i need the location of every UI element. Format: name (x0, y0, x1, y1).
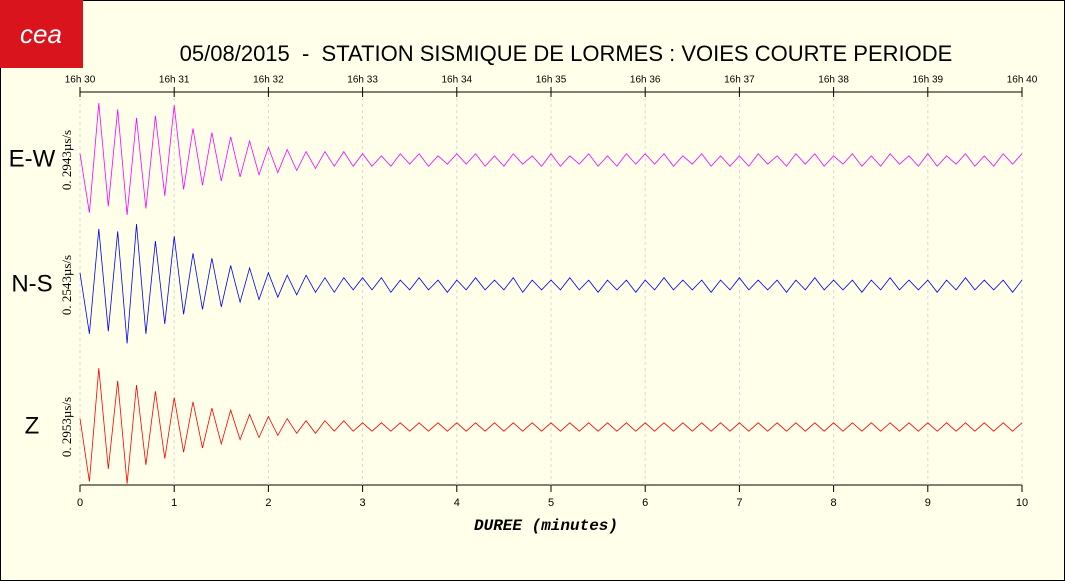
logo-text: cea (20, 19, 62, 49)
scale-label: 0. 2543µs/s (59, 255, 74, 315)
scale-label: 0. 2943µs/s (59, 130, 74, 190)
top-tick-label: 16h 33 (347, 75, 378, 86)
trace-name: N-S (11, 270, 52, 297)
trace (79, 223, 1023, 344)
x-tick-label: 9 (925, 497, 931, 509)
x-tick-label: 2 (265, 497, 271, 509)
trace (79, 368, 1023, 484)
x-tick-label: 5 (548, 497, 554, 509)
top-tick-label: 16h 31 (159, 75, 190, 86)
x-tick-label: 10 (1016, 497, 1028, 509)
x-tick-label: 7 (736, 497, 742, 509)
trace-name: Z (25, 412, 40, 439)
top-tick-label: 16h 34 (442, 75, 473, 86)
x-tick-label: 6 (642, 497, 648, 509)
top-tick-label: 16h 30 (65, 75, 96, 86)
top-tick-label: 16h 37 (724, 75, 755, 86)
top-tick-label: 16h 38 (818, 75, 849, 86)
logo-box (0, 0, 83, 68)
x-tick-label: 8 (831, 497, 837, 509)
top-tick-label: 16h 39 (913, 75, 944, 86)
x-tick-label: 1 (171, 497, 177, 509)
x-axis-title: DUREE (minutes) (474, 517, 618, 535)
chart-title: 05/08/2015 - STATION SISMIQUE DE LORMES … (180, 41, 953, 66)
x-tick-label: 0 (77, 497, 83, 509)
top-tick-label: 16h 32 (253, 75, 284, 86)
x-tick-label: 4 (454, 497, 460, 509)
x-tick-label: 3 (360, 497, 366, 509)
top-tick-label: 16h 35 (536, 75, 567, 86)
trace-name: E-W (9, 145, 56, 172)
top-tick-label: 16h 40 (1007, 75, 1038, 86)
scale-label: 0. 2953µs/s (59, 397, 74, 457)
trace (79, 103, 1023, 215)
top-tick-label: 16h 36 (630, 75, 661, 86)
